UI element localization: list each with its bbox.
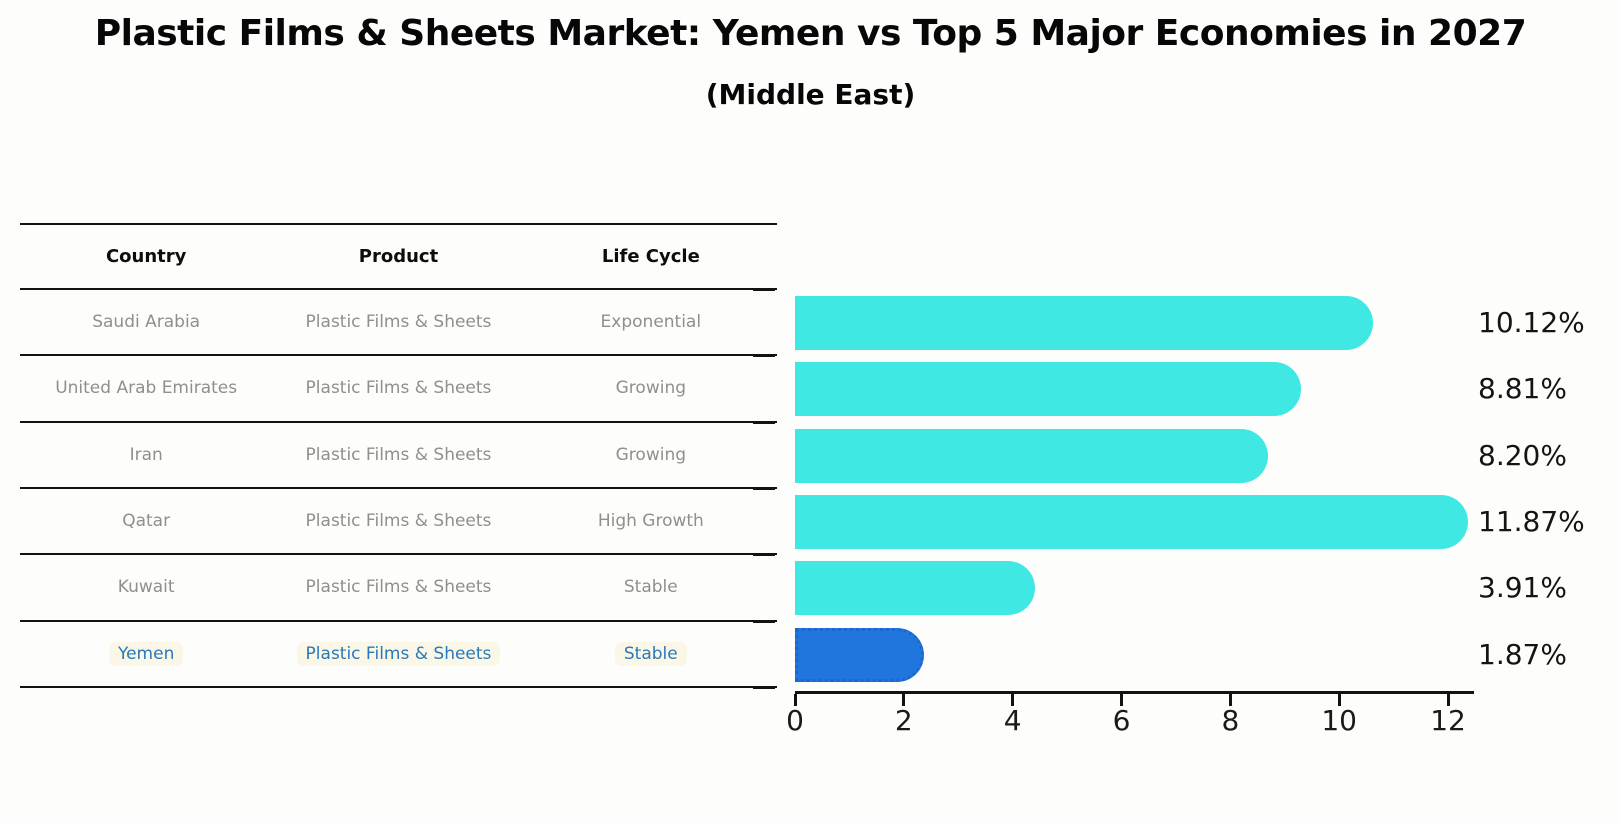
cell-product: Plastic Films & Sheets [305,444,492,465]
cell-country: Yemen [20,641,272,666]
cell-life-cycle: Exponential [600,311,702,332]
cell-life-cycle: Growing [615,378,687,399]
x-axis-tick [1120,694,1124,706]
cell-country: Iran [129,444,163,465]
cell-product: Plastic Films & Sheets [305,577,492,598]
x-axis-tick-label: 0 [786,704,804,737]
y-axis-tick [753,686,775,689]
cell-country: Qatar [122,510,171,531]
cell-life-cycle: High Growth [597,510,704,531]
cell-life-cycle: Growing [615,444,687,465]
cell-product: Plastic Films & Sheets [305,378,492,399]
table-header-row: Country Product Life Cycle [20,223,777,290]
x-axis-tick [1337,694,1341,706]
bar-qatar [795,495,1468,550]
bar-value-label-iran: 8.20% [1478,438,1567,472]
table-row: Iran Plastic Films & Sheets Growing [20,423,777,489]
cell-life-cycle: Stable [525,641,777,666]
x-axis-tick-label: 4 [1003,704,1022,737]
x-axis-tick-label: 6 [1112,704,1131,737]
x-axis-tick-label: 12 [1430,704,1466,737]
y-axis-tick [753,554,775,557]
x-axis-tick [1228,694,1232,706]
x-axis-tick [793,694,797,706]
table-row: Yemen Plastic Films & Sheets Stable [20,622,777,688]
x-axis-tick [1446,694,1450,706]
cell-product: Plastic Films & Sheets [305,510,492,531]
bar-value-label-united-arab-emirates: 8.81% [1478,372,1567,406]
comparison-table: Country Product Life Cycle Saudi Arabia … [20,223,777,688]
y-axis-tick [753,289,775,291]
y-axis-tick [753,421,775,424]
x-axis-tick [902,694,906,706]
x-axis-tick-label: 8 [1221,704,1240,737]
y-axis-tick [753,355,775,358]
column-header-life-cycle: Life Cycle [601,245,700,267]
table-row: United Arab Emirates Plastic Films & She… [20,356,777,423]
bar-iran [795,428,1269,483]
cell-country: United Arab Emirates [55,378,238,399]
bar-saudi-arabia [795,296,1373,351]
column-header-country: Country [105,245,187,267]
page-title: Plastic Films & Sheets Market: Yemen vs … [94,13,1527,54]
y-axis-tick [753,620,775,623]
cell-country: Saudi Arabia [92,311,201,332]
cell-product: Plastic Films & Sheets [272,641,524,666]
bar-value-label-saudi-arabia: 10.12% [1478,306,1585,340]
cell-product: Plastic Films & Sheets [305,311,492,332]
y-axis-tick [753,487,775,490]
bar-value-label-kuwait: 3.91% [1478,571,1567,605]
table-row: Kuwait Plastic Films & Sheets Stable [20,555,777,622]
cell-country: Kuwait [117,577,175,598]
table-row: Saudi Arabia Plastic Films & Sheets Expo… [20,290,777,357]
page-subtitle: (Middle East) [705,78,916,111]
table-body: Saudi Arabia Plastic Films & Sheets Expo… [20,290,777,688]
bar-value-label-qatar: 11.87% [1478,505,1585,539]
x-axis-tick-label: 2 [894,704,913,737]
x-axis-line [795,691,1474,694]
cell-life-cycle: Stable [623,577,678,598]
bar-value-label-yemen: 1.87% [1478,637,1567,671]
x-axis-tick-label: 10 [1321,704,1358,737]
x-axis-tick [1011,694,1015,706]
bar-kuwait [795,561,1035,616]
column-header-product: Product [358,245,439,267]
bar-yemen [795,627,924,682]
table-row: Qatar Plastic Films & Sheets High Growth [20,489,777,556]
bar-united-arab-emirates [795,362,1302,417]
